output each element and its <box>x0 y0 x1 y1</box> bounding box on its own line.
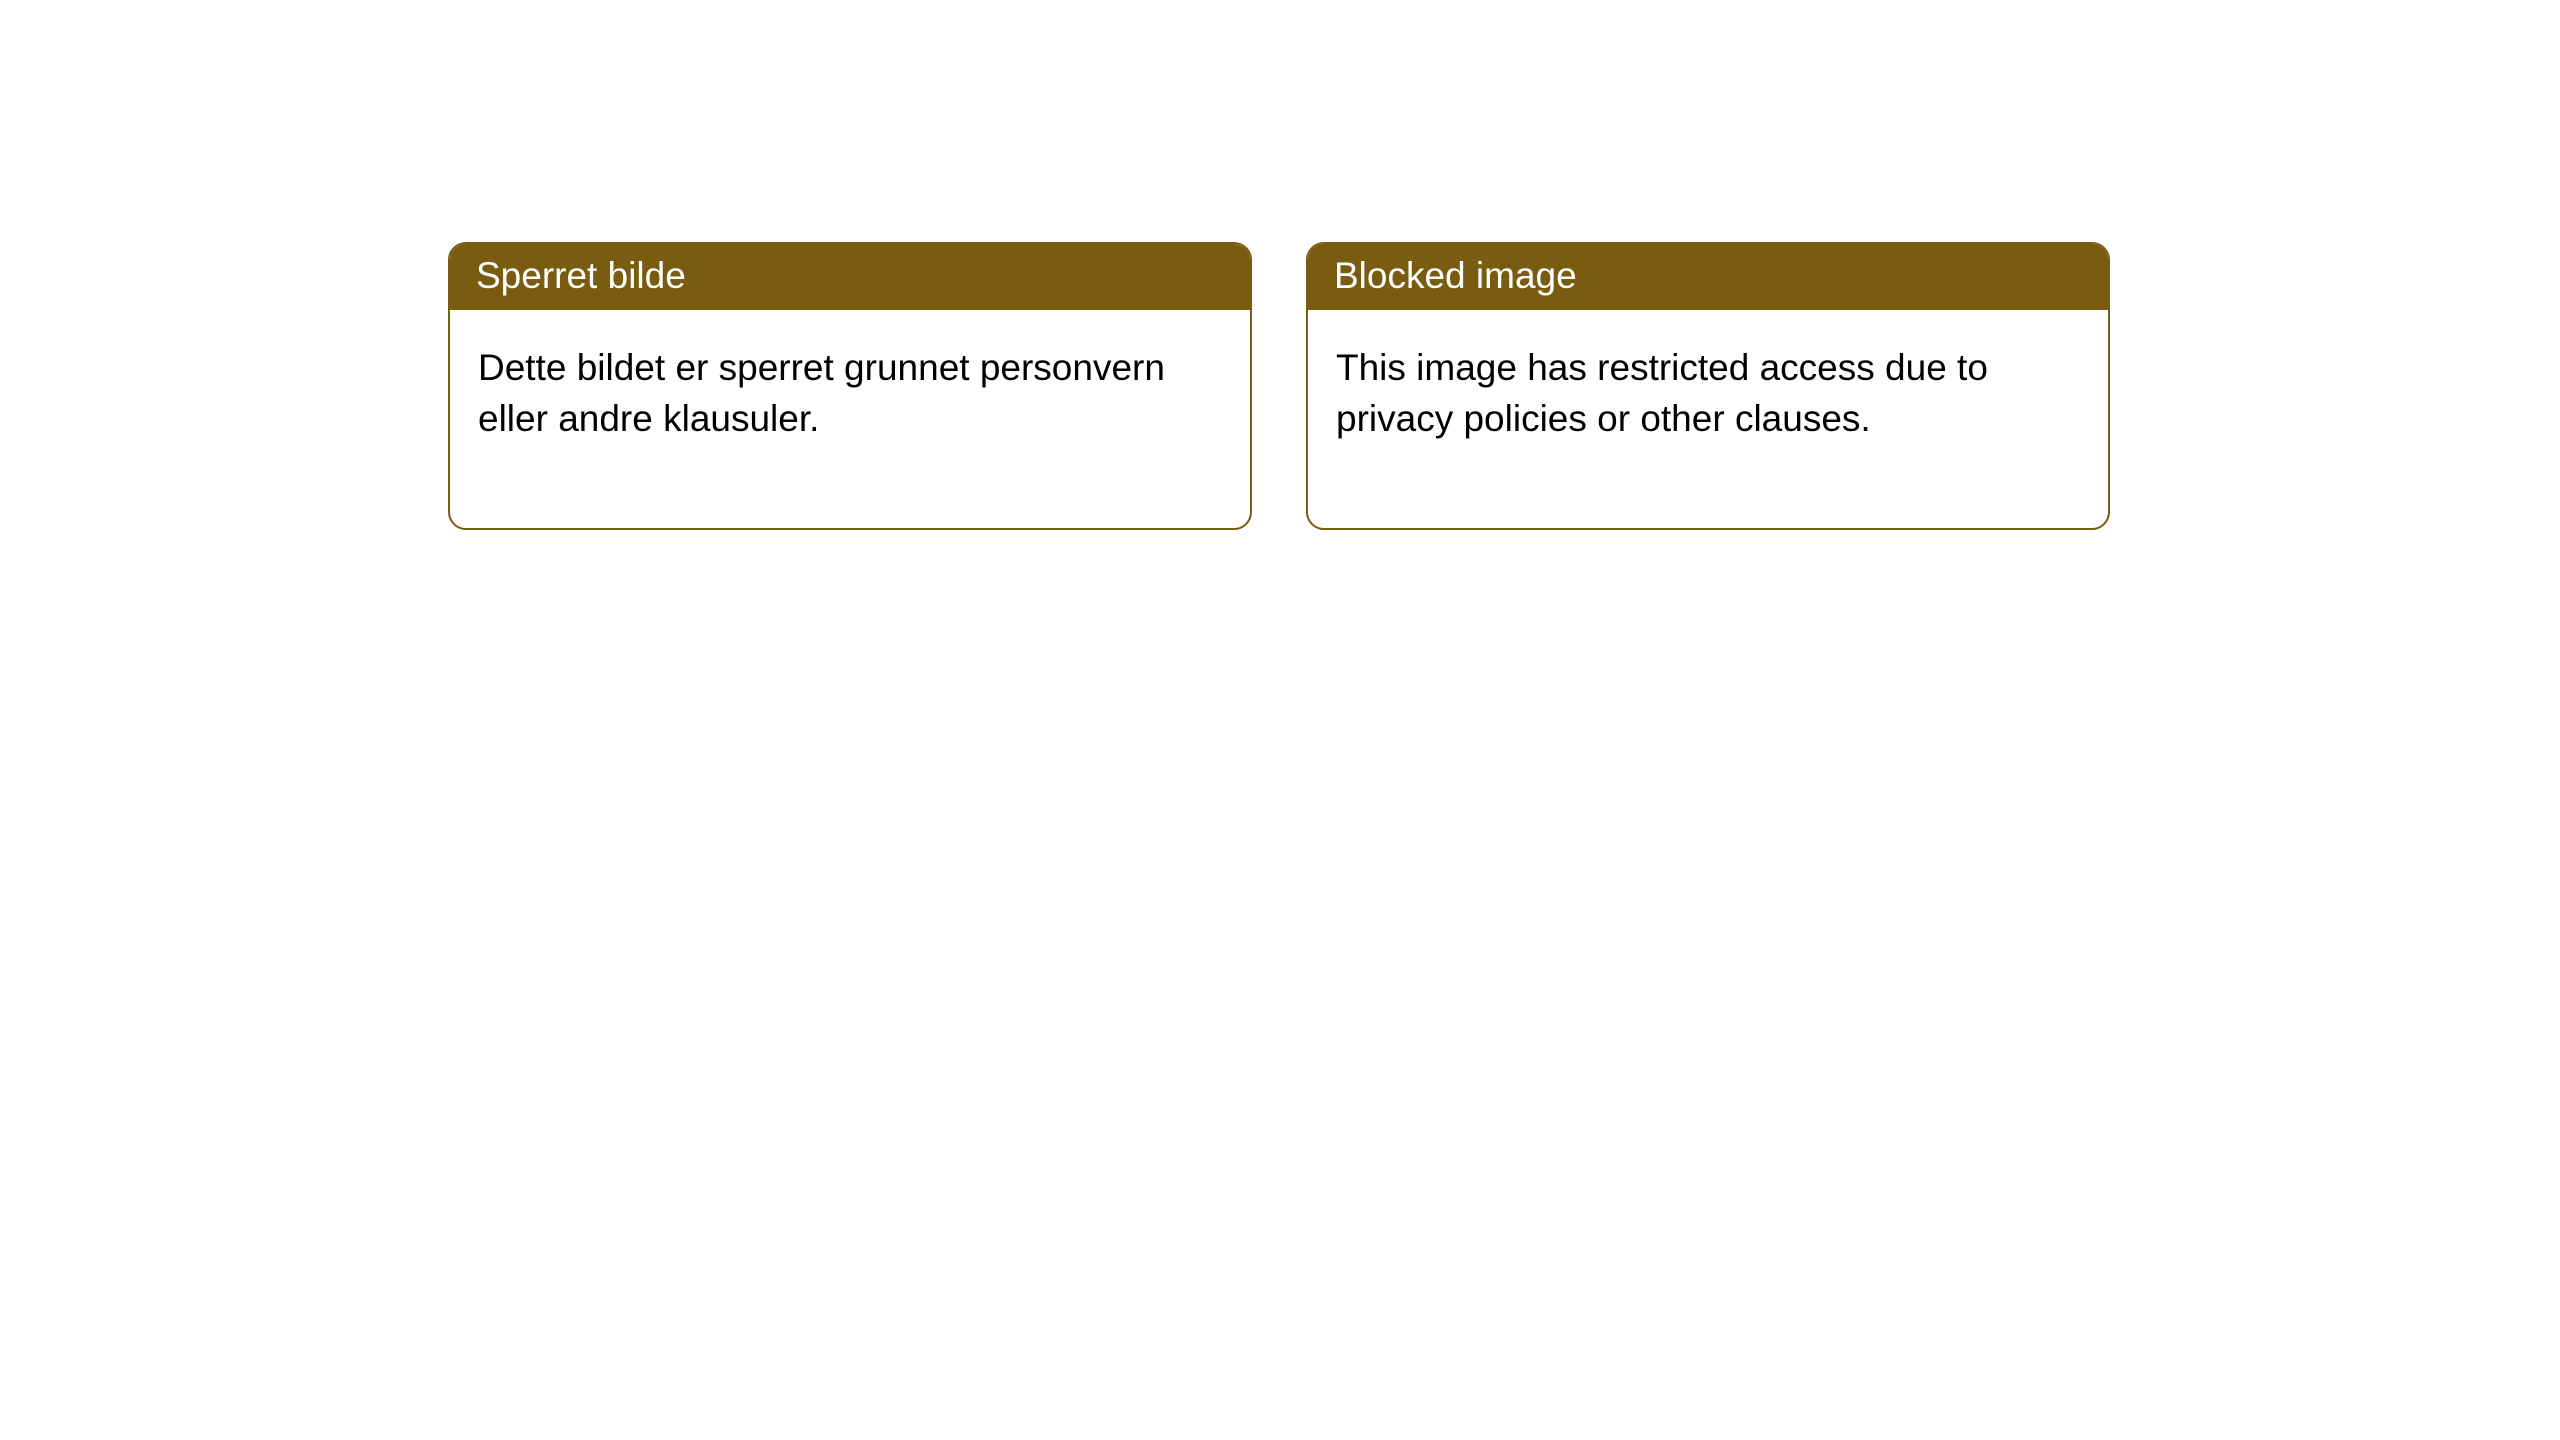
notice-message: Dette bildet er sperret grunnet personve… <box>478 347 1165 439</box>
notice-body: This image has restricted access due to … <box>1308 310 2108 528</box>
notice-card-norwegian: Sperret bilde Dette bildet er sperret gr… <box>448 242 1252 530</box>
notice-card-english: Blocked image This image has restricted … <box>1306 242 2110 530</box>
notice-message: This image has restricted access due to … <box>1336 347 1988 439</box>
notice-body: Dette bildet er sperret grunnet personve… <box>450 310 1250 528</box>
notice-header: Blocked image <box>1308 244 2108 310</box>
notice-title: Blocked image <box>1334 255 1577 296</box>
notice-header: Sperret bilde <box>450 244 1250 310</box>
notice-title: Sperret bilde <box>476 255 686 296</box>
notice-container: Sperret bilde Dette bildet er sperret gr… <box>0 0 2560 530</box>
